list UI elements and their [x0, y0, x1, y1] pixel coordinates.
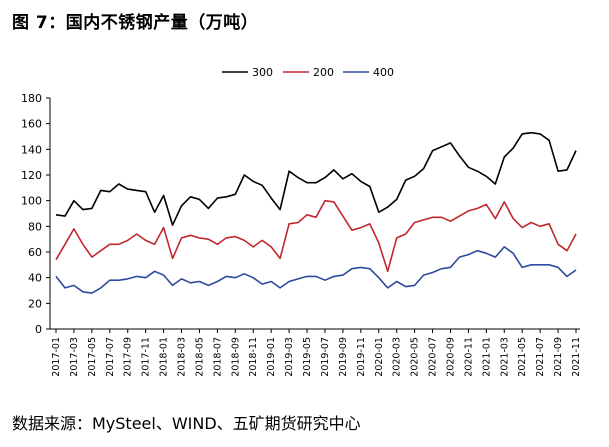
- x-tick-label: 2019-03: [284, 337, 295, 377]
- x-tick-label: 2017-07: [105, 337, 116, 377]
- x-tick-label: 2017-03: [69, 337, 80, 377]
- x-tick-label: 2020-01: [374, 337, 385, 377]
- x-tick-label: 2018-05: [194, 337, 205, 377]
- y-tick-label: 40: [28, 272, 42, 285]
- series-line-300: [55, 131, 577, 226]
- chart-legend: 300 200 400: [222, 66, 394, 79]
- figure-title: 图 7：国内不锈钢产量（万吨）: [12, 13, 259, 33]
- y-tick-label: 160: [21, 118, 42, 131]
- x-tick-label: 2017-09: [123, 337, 134, 377]
- x-tick-label: 2019-05: [302, 337, 313, 377]
- chart-axes: 0 20 40 60 80 100 120 140 160 180 2017-01 2017-03 20…: [21, 92, 582, 377]
- x-tick-label: 2019-07: [320, 337, 331, 377]
- y-tick-label: 100: [21, 195, 42, 208]
- figure-source: 数据来源：MySteel、WIND、五矿期货研究中心: [12, 414, 361, 433]
- x-tick-label: 2021-11: [571, 337, 582, 377]
- x-tick-label: 2018-01: [159, 337, 170, 377]
- x-tick-label: 2017-05: [87, 337, 98, 377]
- x-tick-label: 2020-11: [463, 337, 474, 377]
- x-tick-label: 2017-01: [51, 337, 62, 377]
- x-tick-label: 2020-09: [445, 337, 456, 377]
- x-tick-label: 2021-07: [535, 337, 546, 377]
- x-tick-label: 2018-09: [230, 337, 241, 377]
- y-tick-label: 20: [28, 297, 42, 310]
- x-tick-label: 2020-05: [410, 337, 421, 377]
- y-tick-label: 180: [21, 92, 42, 105]
- x-tick-label: 2021-01: [481, 337, 492, 377]
- x-tick-label: 2021-09: [553, 337, 564, 377]
- y-tick-label: 0: [35, 323, 42, 336]
- x-tick-label: 2017-11: [141, 337, 152, 377]
- y-tick-label: 120: [21, 169, 42, 182]
- legend-label-200: 200: [313, 66, 334, 79]
- y-tick-label: 140: [21, 143, 42, 156]
- y-tick-label: 60: [28, 246, 42, 259]
- chart-series-group: [55, 131, 577, 294]
- series-line-400: [55, 246, 577, 294]
- series-line-200: [55, 199, 577, 273]
- x-tick-label: 2020-03: [392, 337, 403, 377]
- x-tick-label: 2019-01: [266, 337, 277, 377]
- x-tick-label: 2018-11: [248, 337, 259, 377]
- x-tick-label: 2021-05: [517, 337, 528, 377]
- legend-label-300: 300: [252, 66, 273, 79]
- x-tick-label: 2018-03: [177, 337, 188, 377]
- x-tick-label: 2019-11: [356, 337, 367, 377]
- x-tick-label: 2019-09: [338, 337, 349, 377]
- y-tick-label: 80: [28, 220, 42, 233]
- x-tick-label: 2020-07: [428, 337, 439, 377]
- legend-label-400: 400: [373, 66, 394, 79]
- x-tick-label: 2018-07: [212, 337, 223, 377]
- x-tick-label: 2021-03: [499, 337, 510, 377]
